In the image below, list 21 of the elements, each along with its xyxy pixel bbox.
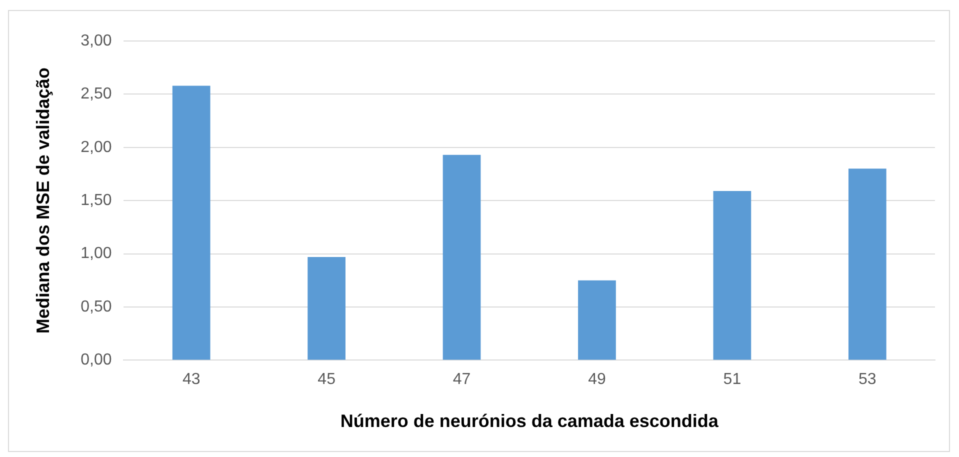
bar: [442, 154, 481, 360]
bar: [578, 280, 616, 360]
bar: [308, 256, 346, 360]
y-tick-label: 0,50: [80, 298, 112, 316]
y-tick-label: 3,00: [80, 32, 112, 50]
y-tick-label: 1,00: [80, 245, 112, 262]
bar: [172, 86, 210, 360]
y-tick-label: 0,00: [80, 352, 112, 369]
x-tick-label: 47: [452, 371, 471, 388]
x-axis-title: Número de neurónios da camada escondida: [340, 411, 720, 432]
x-tick-label: 49: [588, 371, 606, 388]
bar: [713, 191, 752, 360]
x-tick-label: 53: [858, 371, 876, 388]
bar: [848, 168, 886, 360]
y-tick-label: 2,50: [80, 86, 112, 103]
x-tick-label: 43: [182, 371, 200, 388]
x-tick-label: 51: [723, 371, 742, 388]
y-axis-title: Mediana dos MSE de validação: [32, 68, 53, 334]
y-tick-label: 2,00: [80, 138, 112, 156]
x-tick-label: 45: [318, 371, 336, 388]
y-tick-label: 1,50: [80, 192, 112, 210]
